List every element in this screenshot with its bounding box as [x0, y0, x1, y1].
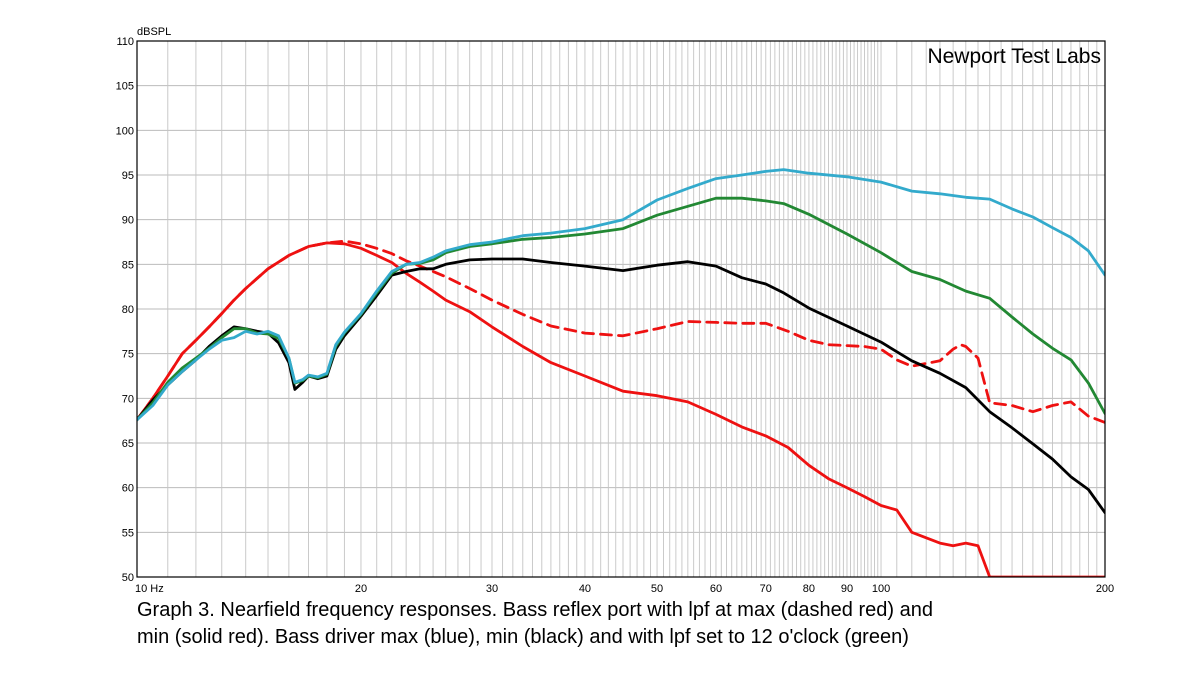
chart-caption: Graph 3. Nearfield frequency responses. …	[137, 597, 1187, 651]
series-line-dashed-ee1111	[137, 239, 1105, 424]
x-tick-label: 200	[1096, 583, 1114, 595]
y-axis-label: dBSPL	[137, 26, 171, 38]
y-tick-label: 55	[122, 527, 134, 539]
y-tick-label: 100	[116, 125, 134, 137]
y-tick-label: 85	[122, 259, 134, 271]
chart-annotation: Newport Test Labs	[927, 45, 1101, 68]
x-tick-label: 80	[803, 583, 815, 595]
series-line-228833	[137, 196, 1105, 422]
y-tick-label: 80	[122, 304, 134, 316]
caption-line-2: min (solid red). Bass driver max (blue),…	[137, 626, 909, 648]
series-line-000000	[137, 257, 1105, 515]
x-tick-label: 70	[760, 583, 772, 595]
plot-frame	[136, 40, 1106, 578]
y-tick-label: 105	[116, 81, 134, 93]
y-tick-label: 95	[122, 170, 134, 182]
frequency-response-chart: 50 55 60 65 70 75 80 85 90 95 100 105 110 10 Hz 20 30 4…	[116, 26, 1115, 595]
x-tick-label: 50	[651, 583, 663, 595]
x-tick-label: 100	[872, 583, 890, 595]
x-tick-label: 60	[710, 583, 722, 595]
y-tick-label: 110	[116, 36, 134, 48]
y-tick-label: 50	[122, 572, 134, 584]
series-line-33aacc	[137, 168, 1105, 422]
y-tick-labels: 50 55 60 65 70 75 80 85 90 95 100 105 110	[116, 36, 134, 584]
y-tick-label: 60	[122, 483, 134, 495]
x-tick-label: 40	[579, 583, 591, 595]
x-tick-label: 20	[355, 583, 367, 595]
x-tick-label: 30	[486, 583, 498, 595]
y-tick-label: 70	[122, 393, 134, 405]
caption-line-1: Graph 3. Nearfield frequency responses. …	[137, 599, 933, 621]
x-tick-label: 10 Hz	[135, 583, 164, 595]
series-line-ee1111	[137, 241, 1105, 577]
series-lines	[137, 168, 1105, 577]
x-tick-label: 90	[841, 583, 853, 595]
y-tick-label: 90	[122, 215, 134, 227]
chart-grid	[136, 40, 1106, 578]
y-tick-label: 75	[122, 349, 134, 361]
x-tick-labels: 10 Hz 20 30 40 50 60 70 80 90 100 200	[135, 583, 1114, 595]
y-tick-label: 65	[122, 438, 134, 450]
